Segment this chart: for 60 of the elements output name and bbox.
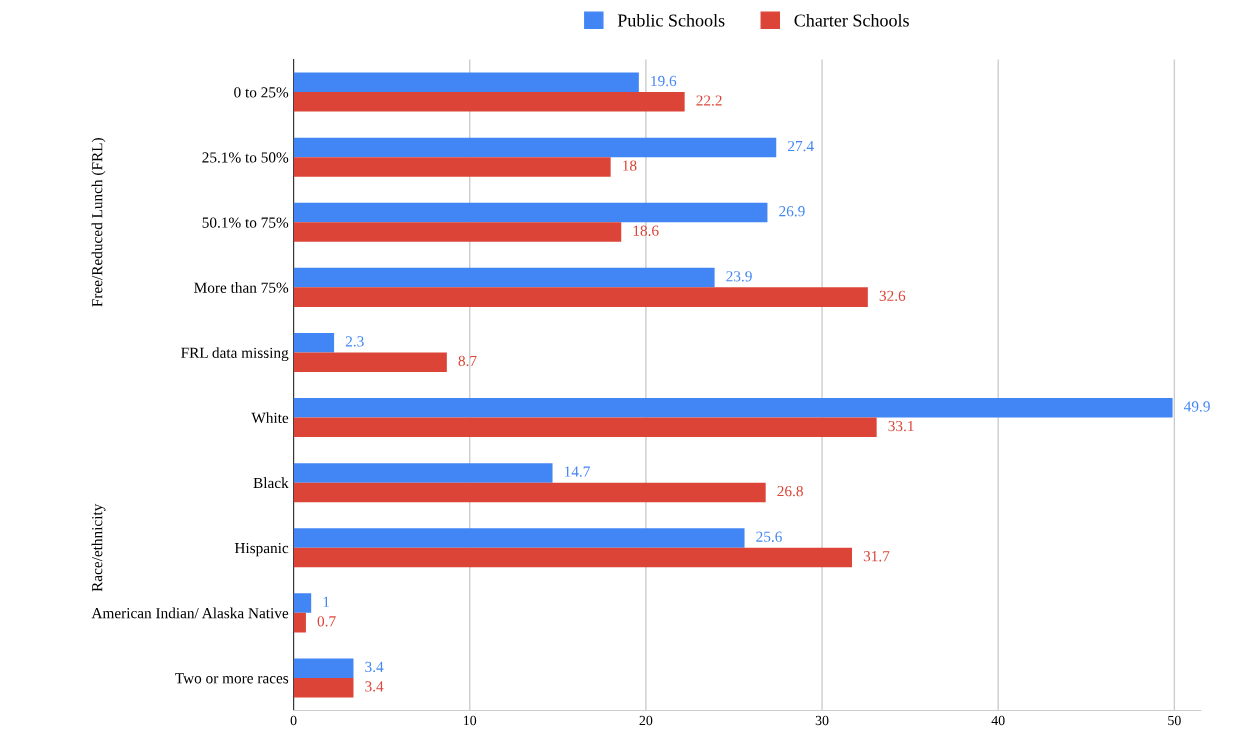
y-tick-label: 25.1% to 50%	[202, 152, 289, 163]
bar	[293, 463, 553, 483]
x-tick-label: 40	[991, 715, 1005, 726]
bar	[293, 202, 768, 223]
x-tick-label: 0	[290, 715, 297, 726]
data-label: 3.4	[365, 661, 384, 673]
bar	[293, 482, 766, 503]
y-tick-label: More than 75%	[194, 282, 289, 293]
data-label: 32.6	[879, 290, 906, 302]
data-label: 1	[323, 596, 330, 607]
y-tick-label: 50.1% to 75%	[202, 217, 289, 228]
y-tick-label: Black	[253, 477, 289, 489]
data-label: 33.1	[888, 420, 914, 432]
bar	[293, 92, 685, 112]
data-label: 0.7	[317, 616, 336, 627]
data-label: 49.9	[1184, 401, 1210, 412]
bar	[293, 352, 447, 372]
y-tick-label: FRL data missing	[181, 347, 289, 362]
bar	[293, 398, 1173, 418]
data-label: 27.4	[788, 140, 814, 152]
bar	[293, 677, 354, 698]
x-tick-label: 50	[1168, 715, 1181, 726]
bar	[293, 267, 715, 288]
bar	[293, 137, 777, 158]
y-tick-label: American Indian/ Alaska Native	[91, 607, 289, 619]
legend-label: Charter Schools	[794, 13, 909, 27]
x-tick-label: 10	[464, 715, 477, 726]
data-label: 23.9	[726, 271, 752, 282]
data-label: 19.6	[651, 75, 677, 87]
data-label: 3.4	[365, 681, 384, 692]
bar	[293, 547, 852, 568]
text: Race/ethnicity	[91, 503, 106, 592]
bar	[293, 593, 312, 613]
x-tick-label: 30	[815, 715, 829, 726]
bar	[293, 72, 639, 93]
data-label: 2.3	[345, 336, 364, 347]
y-tick-label: White	[251, 412, 289, 424]
bar	[293, 287, 868, 307]
y-tick-label: Hispanic	[234, 542, 289, 557]
data-label: 8.7	[458, 355, 477, 367]
data-label: 26.9	[779, 206, 805, 217]
bar	[293, 658, 354, 678]
bar	[293, 222, 622, 242]
y-tick-label: 0 to 25%	[234, 87, 289, 98]
data-label: 14.7	[564, 466, 590, 477]
legend-label: Public Schools	[617, 13, 725, 27]
data-label: 31.7	[863, 551, 890, 562]
bar	[293, 528, 745, 548]
data-label: 26.8	[777, 485, 803, 497]
bar	[293, 332, 335, 353]
bar	[293, 417, 877, 438]
data-label: 18	[623, 160, 637, 171]
bar	[293, 612, 306, 633]
data-label: 18.6	[633, 225, 659, 236]
bar	[293, 157, 611, 177]
data-label: 25.6	[756, 531, 782, 542]
y-tick-label: Two or more races	[175, 673, 289, 684]
text: Free/Reduced Lunch (FRL)	[91, 138, 106, 307]
x-tick-label: 20	[639, 715, 653, 726]
data-label: 22.2	[696, 95, 722, 106]
